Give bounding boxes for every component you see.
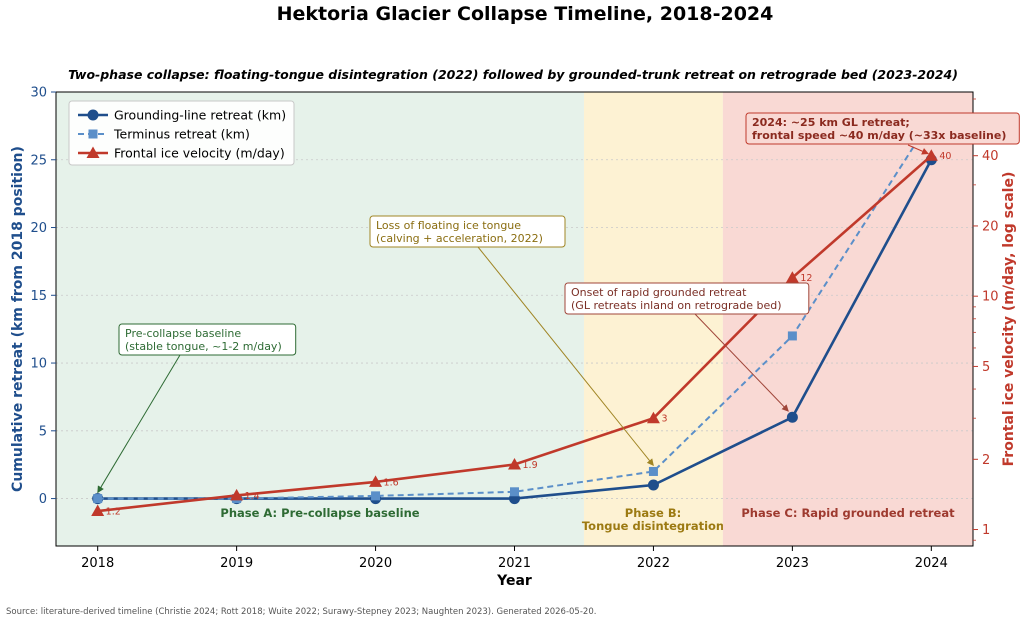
phase-label: Phase B: <box>625 506 681 520</box>
annotation-text: (stable tongue, ~1-2 m/day) <box>125 340 282 353</box>
annotation-arrow <box>97 354 181 494</box>
x-tick-label: 2020 <box>359 556 392 571</box>
y-right-tick-label: 10 <box>982 290 999 305</box>
data-point <box>647 479 659 491</box>
legend-entry: Terminus retreat (km) <box>113 127 250 142</box>
y-right-tick-label: 1 <box>982 523 990 538</box>
chart-title: Hektoria Glacier Collapse Timeline, 2018… <box>277 3 774 25</box>
y-right-tick-label: 2 <box>982 453 990 468</box>
annotation-box <box>564 282 810 315</box>
phase-band <box>56 92 584 546</box>
annotation-text: Loss of floating ice tongue <box>376 219 521 232</box>
legend-box <box>68 100 295 166</box>
phase-label: Tongue disintegration <box>582 519 724 533</box>
data-point <box>648 466 658 476</box>
annotation-text: 2024: ~25 km GL retreat; <box>752 116 910 129</box>
legend-entry: Grounding-line retreat (km) <box>114 108 286 123</box>
y-right-axis-label: Frontal ice velocity (m/day, log scale) <box>1001 172 1017 467</box>
data-point <box>508 457 521 470</box>
y-left-tick-label: 30 <box>30 86 47 101</box>
y-right-tick-label: 40 <box>982 149 999 164</box>
y-left-tick-label: 5 <box>39 424 47 439</box>
annotation-text: frontal speed ~40 m/day (~33x baseline) <box>752 129 1006 142</box>
annotation-text: (calving + acceleration, 2022) <box>376 232 543 245</box>
y-right-tick-label: 5 <box>982 360 990 375</box>
data-label: 1.9 <box>523 460 538 471</box>
data-label: 1.4 <box>245 491 260 502</box>
x-tick-label: 2021 <box>498 556 531 571</box>
data-point <box>924 149 938 161</box>
data-point <box>785 271 799 283</box>
y-left-tick-label: 25 <box>30 153 47 168</box>
data-label: 1.6 <box>384 477 399 488</box>
annotation-text: (GL retreats inland on retrograde bed) <box>571 299 782 312</box>
phase-band <box>722 92 973 546</box>
annotation-box <box>369 215 566 248</box>
annotation-text: Pre-collapse baseline <box>125 327 241 340</box>
phase-label: Phase C: Rapid grounded retreat <box>741 506 955 520</box>
y-left-tick-label: 10 <box>30 357 47 372</box>
data-point <box>88 129 98 139</box>
y-left-tick-label: 20 <box>30 221 47 236</box>
data-point <box>86 146 100 158</box>
y-left-tick-label: 0 <box>39 492 47 507</box>
data-point <box>87 109 99 121</box>
phase-label: Phase A: Pre-collapse baseline <box>220 506 419 520</box>
source-note: Source: literature-derived timeline (Chr… <box>6 607 596 617</box>
annotation-arrow <box>907 144 929 155</box>
annotation-box <box>118 323 297 356</box>
data-label: 40 <box>939 151 951 162</box>
y-right-tick-label: 20 <box>982 219 999 234</box>
legend-entry: Frontal ice velocity (m/day) <box>114 146 285 161</box>
annotation-box <box>745 112 1020 145</box>
data-label: 3 <box>661 414 667 425</box>
data-point <box>230 488 244 501</box>
x-tick-label: 2018 <box>81 556 114 571</box>
x-axis-label: Year <box>496 573 532 589</box>
x-tick-label: 2019 <box>220 556 253 571</box>
data-point <box>787 331 797 341</box>
data-point <box>91 504 105 517</box>
annotation-text: Onset of rapid grounded retreat <box>571 286 747 299</box>
y-left-axis-label: Cumulative retreat (km from 2018 positio… <box>10 146 26 492</box>
data-label: 12 <box>800 273 812 284</box>
y-left-tick-label: 15 <box>30 289 47 304</box>
data-point <box>646 411 660 424</box>
chart-subtitle: Two-phase collapse: floating-tongue disi… <box>68 67 958 82</box>
annotation-arrow <box>694 313 789 412</box>
data-point <box>786 411 798 423</box>
annotation-arrow <box>477 246 654 467</box>
data-point <box>510 487 519 497</box>
data-label: 1.2 <box>106 507 121 518</box>
data-point <box>371 491 381 501</box>
data-point <box>369 475 383 487</box>
data-point <box>93 494 103 504</box>
x-tick-label: 2024 <box>915 556 948 571</box>
x-tick-label: 2023 <box>776 556 809 571</box>
x-tick-label: 2022 <box>637 556 670 571</box>
